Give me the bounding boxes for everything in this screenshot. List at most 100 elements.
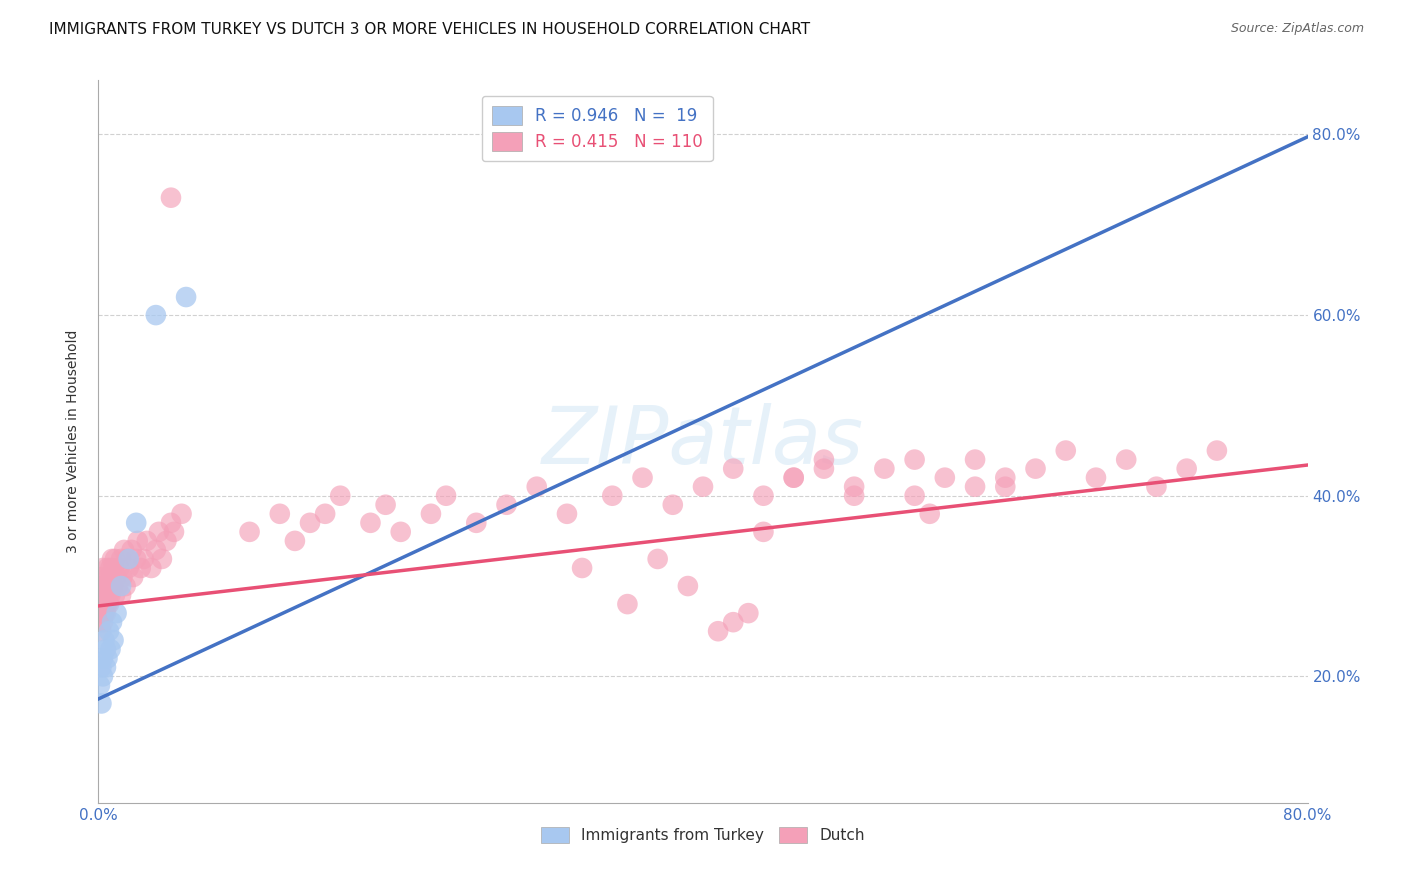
Point xyxy=(647,552,669,566)
Point xyxy=(918,507,941,521)
Point xyxy=(1024,461,1046,475)
Point xyxy=(114,579,136,593)
Point xyxy=(100,561,122,575)
Point xyxy=(129,561,152,575)
Point xyxy=(89,579,111,593)
Point xyxy=(94,660,117,674)
Text: IMMIGRANTS FROM TURKEY VS DUTCH 3 OR MORE VEHICLES IN HOUSEHOLD CORRELATION CHAR: IMMIGRANTS FROM TURKEY VS DUTCH 3 OR MOR… xyxy=(49,22,810,37)
Point xyxy=(160,516,183,530)
Point xyxy=(783,471,806,485)
Point xyxy=(93,597,115,611)
Point xyxy=(904,489,927,503)
Point xyxy=(994,480,1017,494)
Point xyxy=(96,651,118,665)
Point xyxy=(723,461,745,475)
Point xyxy=(105,570,128,584)
Point xyxy=(90,660,112,674)
Point xyxy=(965,480,987,494)
Point xyxy=(174,290,197,304)
Point xyxy=(125,552,148,566)
Point xyxy=(118,552,141,566)
Point xyxy=(526,480,548,494)
Point xyxy=(90,697,112,711)
Point xyxy=(661,498,683,512)
Point xyxy=(91,579,114,593)
Point xyxy=(110,552,132,566)
Point xyxy=(495,498,517,512)
Point xyxy=(752,524,775,539)
Point xyxy=(132,552,155,566)
Point xyxy=(965,452,987,467)
Point xyxy=(94,588,117,602)
Point xyxy=(103,579,125,593)
Point xyxy=(96,597,118,611)
Point xyxy=(813,452,835,467)
Point xyxy=(100,579,122,593)
Point xyxy=(98,570,121,584)
Point xyxy=(93,579,115,593)
Point xyxy=(723,615,745,630)
Text: Source: ZipAtlas.com: Source: ZipAtlas.com xyxy=(1230,22,1364,36)
Point xyxy=(434,489,457,503)
Point xyxy=(127,533,149,548)
Point xyxy=(100,642,122,657)
Text: ZIPatlas: ZIPatlas xyxy=(541,402,865,481)
Point xyxy=(121,542,143,557)
Point xyxy=(98,624,121,639)
Point xyxy=(98,597,121,611)
Point xyxy=(112,542,135,557)
Point xyxy=(98,588,121,602)
Point xyxy=(1206,443,1229,458)
Point xyxy=(844,480,866,494)
Point xyxy=(96,579,118,593)
Point xyxy=(90,570,112,584)
Point xyxy=(148,524,170,539)
Point xyxy=(150,552,173,566)
Point xyxy=(145,542,167,557)
Point xyxy=(934,471,956,485)
Point xyxy=(465,516,488,530)
Point xyxy=(94,579,117,593)
Point xyxy=(269,507,291,521)
Point xyxy=(737,606,759,620)
Point xyxy=(101,570,124,584)
Point xyxy=(89,615,111,630)
Point xyxy=(101,615,124,630)
Point xyxy=(111,570,134,584)
Point xyxy=(707,624,730,639)
Point xyxy=(103,633,125,648)
Point xyxy=(108,561,131,575)
Point xyxy=(239,524,262,539)
Point xyxy=(374,498,396,512)
Point xyxy=(101,552,124,566)
Point xyxy=(115,552,138,566)
Point xyxy=(110,588,132,602)
Point xyxy=(91,615,114,630)
Point xyxy=(104,552,127,566)
Point xyxy=(91,606,114,620)
Point xyxy=(93,633,115,648)
Point xyxy=(122,570,145,584)
Point xyxy=(107,579,129,593)
Point xyxy=(813,461,835,475)
Point xyxy=(91,651,114,665)
Point xyxy=(420,507,443,521)
Point xyxy=(299,516,322,530)
Point xyxy=(104,588,127,602)
Point xyxy=(89,597,111,611)
Point xyxy=(314,507,336,521)
Point xyxy=(1144,480,1167,494)
Point xyxy=(1175,461,1198,475)
Point xyxy=(90,624,112,639)
Point xyxy=(91,561,114,575)
Point xyxy=(89,678,111,692)
Point xyxy=(160,191,183,205)
Point xyxy=(329,489,352,503)
Point xyxy=(90,606,112,620)
Point xyxy=(94,597,117,611)
Point xyxy=(389,524,412,539)
Point xyxy=(873,461,896,475)
Point xyxy=(752,489,775,503)
Point xyxy=(1085,471,1108,485)
Point xyxy=(110,579,132,593)
